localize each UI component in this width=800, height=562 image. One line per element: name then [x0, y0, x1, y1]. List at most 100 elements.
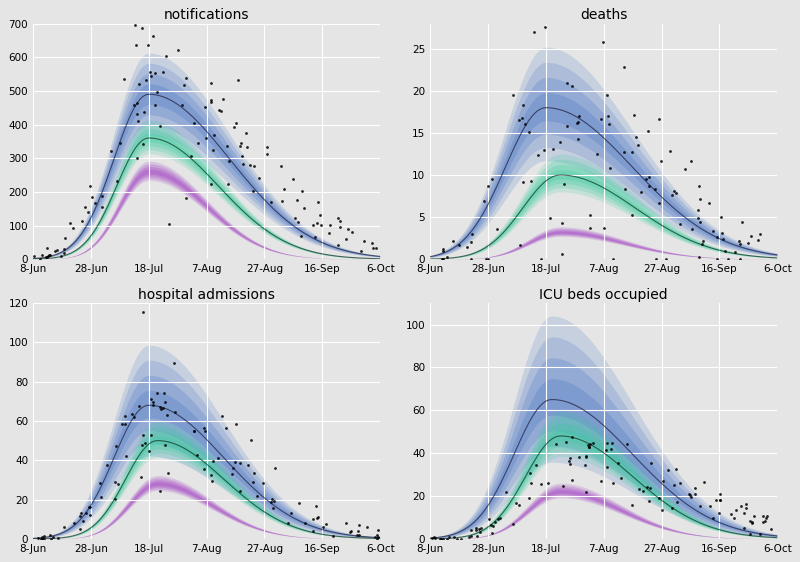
Point [572, 111, 585, 120]
Point [198, 424, 210, 433]
Point [746, 517, 758, 526]
Point [478, 197, 491, 206]
Point [370, 243, 382, 252]
Point [179, 74, 192, 83]
Point [94, 492, 107, 501]
Point [558, 180, 570, 189]
Point [208, 130, 221, 139]
Point [295, 187, 308, 196]
Point [722, 255, 734, 264]
Point [261, 149, 274, 158]
Point [582, 443, 595, 452]
Point [590, 149, 603, 158]
Point [626, 147, 638, 156]
Point [650, 255, 662, 264]
Point [464, 255, 477, 264]
Point [668, 187, 681, 196]
Point [108, 477, 121, 486]
Point [597, 38, 610, 47]
Point [694, 195, 707, 204]
Point [100, 460, 113, 469]
Point [555, 250, 568, 259]
Point [494, 514, 506, 523]
Point [644, 484, 657, 493]
Point [143, 447, 156, 456]
Point [139, 438, 152, 447]
Point [725, 510, 738, 519]
Point [707, 226, 720, 235]
Point [630, 132, 642, 141]
Point [145, 430, 158, 439]
Point [291, 217, 304, 226]
Point [222, 180, 235, 189]
Point [205, 98, 218, 107]
Point [706, 514, 719, 523]
Point [570, 118, 583, 127]
Point [294, 231, 307, 240]
Point [135, 441, 148, 450]
Point [682, 489, 695, 498]
Point [46, 532, 59, 541]
Point [246, 478, 259, 487]
Point [144, 394, 157, 403]
Point [51, 533, 64, 542]
Point [643, 173, 656, 182]
Point [441, 252, 454, 261]
Point [128, 100, 141, 109]
Point [740, 503, 753, 512]
Point [252, 173, 265, 182]
Point [524, 479, 537, 488]
Point [486, 175, 498, 184]
Point [563, 459, 576, 468]
Title: hospital admissions: hospital admissions [138, 288, 275, 302]
Point [290, 196, 303, 205]
Point [127, 413, 140, 422]
Point [223, 156, 236, 165]
Point [58, 522, 70, 531]
Point [43, 530, 56, 539]
Point [312, 197, 325, 206]
Point [698, 478, 710, 487]
Point [188, 119, 201, 128]
Point [714, 496, 726, 505]
Point [154, 121, 166, 130]
Point [131, 153, 144, 162]
Point [715, 213, 728, 222]
Point [231, 76, 244, 85]
Point [436, 255, 449, 264]
Point [513, 500, 526, 509]
Point [198, 464, 210, 473]
Point [697, 237, 710, 246]
Point [437, 244, 450, 253]
Point [371, 531, 384, 540]
Point [264, 498, 277, 507]
Point [514, 241, 526, 250]
Point [571, 135, 584, 144]
Point [82, 207, 94, 216]
Point [752, 236, 765, 245]
Point [738, 509, 750, 518]
Point [648, 185, 661, 194]
Point [39, 252, 52, 261]
Point [695, 239, 708, 248]
Point [618, 62, 630, 71]
Point [324, 221, 337, 230]
Point [437, 534, 450, 543]
Point [618, 184, 631, 193]
Point [475, 523, 488, 532]
Point [643, 182, 656, 191]
Point [94, 478, 106, 487]
Point [719, 246, 732, 255]
Point [466, 229, 478, 238]
Point [350, 530, 363, 539]
Point [110, 177, 123, 186]
Point [670, 497, 683, 506]
Point [683, 491, 696, 500]
Point [185, 151, 198, 160]
Point [580, 451, 593, 460]
Point [239, 128, 252, 137]
Point [450, 534, 463, 543]
Point [241, 142, 254, 151]
Point [764, 525, 777, 534]
Point [584, 439, 597, 448]
